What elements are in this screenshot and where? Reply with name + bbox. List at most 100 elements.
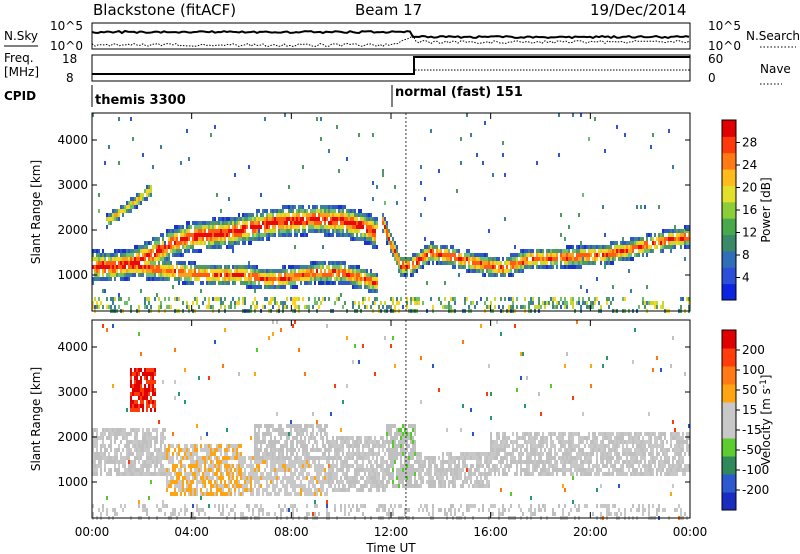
- power-cell: [144, 297, 146, 301]
- power-cell: [588, 257, 590, 261]
- velocity-cell: [226, 464, 228, 468]
- power-cell: [148, 269, 150, 273]
- power-cell: [348, 233, 350, 237]
- velocity-cell: [392, 480, 394, 484]
- velocity-cell: [144, 376, 146, 380]
- velocity-cell: [420, 356, 422, 360]
- velocity-cell: [230, 444, 232, 448]
- velocity-cell: [154, 368, 156, 372]
- velocity-cell: [316, 420, 318, 424]
- power-cell: [618, 257, 620, 261]
- power-cell: [230, 277, 232, 281]
- velocity-cell: [104, 444, 106, 448]
- velocity-cell: [418, 464, 420, 468]
- velocity-cell: [410, 436, 412, 440]
- power-cell: [318, 305, 320, 309]
- y-tick-label: 2000: [57, 223, 88, 237]
- power-cell: [260, 269, 262, 273]
- power-cell: [290, 217, 292, 221]
- velocity-cell: [146, 452, 148, 456]
- power-cell: [580, 265, 582, 269]
- power-cell: [562, 253, 564, 257]
- velocity-cell: [106, 436, 108, 440]
- velocity-cell: [218, 508, 220, 512]
- power-cell: [204, 221, 206, 225]
- power-cell: [440, 253, 442, 257]
- velocity-cell: [372, 472, 374, 476]
- power-cell: [386, 229, 388, 233]
- power-cell: [230, 269, 232, 273]
- power-cell: [170, 237, 172, 241]
- velocity-cell: [302, 452, 304, 456]
- power-cell: [528, 253, 530, 257]
- power-cell: [164, 257, 166, 261]
- power-cell: [228, 305, 230, 309]
- power-cell: [530, 249, 532, 253]
- power-cell: [612, 261, 614, 265]
- velocity-cell: [264, 460, 266, 464]
- power-cell: [92, 305, 94, 309]
- power-cell: [116, 265, 118, 269]
- power-cell: [682, 229, 684, 233]
- power-cell: [564, 237, 566, 241]
- power-cell: [284, 233, 286, 237]
- power-cell: [320, 225, 322, 229]
- power-cell: [604, 245, 606, 249]
- power-cell: [300, 205, 302, 209]
- power-cell: [342, 261, 344, 265]
- velocity-cell: [188, 448, 190, 452]
- velocity-cell: [344, 504, 346, 508]
- power-cell: [652, 133, 654, 137]
- velocity-cell: [408, 444, 410, 448]
- power-cell: [356, 265, 358, 269]
- velocity-cell: [278, 492, 280, 496]
- power-cell: [442, 305, 444, 309]
- power-cell: [434, 253, 436, 257]
- velocity-cell: [260, 424, 262, 428]
- power-cell: [370, 233, 372, 237]
- power-cell: [242, 297, 244, 301]
- power-cell: [536, 261, 538, 265]
- velocity-cell: [378, 452, 380, 456]
- power-cell: [454, 257, 456, 261]
- velocity-cell: [270, 444, 272, 448]
- velocity-cell: [284, 488, 286, 492]
- power-cell: [224, 217, 226, 221]
- velocity-cell: [314, 468, 316, 472]
- power-cell: [242, 229, 244, 233]
- power-cell: [284, 301, 286, 305]
- power-cell: [606, 253, 608, 257]
- velocity-cell: [280, 464, 282, 468]
- power-cell: [390, 245, 392, 249]
- power-cell: [134, 261, 136, 265]
- power-cell: [260, 193, 262, 197]
- power-cell: [608, 305, 610, 309]
- power-cell: [214, 277, 216, 281]
- velocity-cell: [212, 452, 214, 456]
- velocity-cell: [142, 440, 144, 444]
- velocity-cell: [396, 448, 398, 452]
- velocity-cell: [352, 440, 354, 444]
- velocity-cell: [148, 444, 150, 448]
- velocity-cell: [308, 512, 310, 516]
- velocity-cell: [394, 436, 396, 440]
- velocity-cell: [152, 392, 154, 396]
- power-cell: [622, 257, 624, 261]
- velocity-cell: [324, 480, 326, 484]
- velocity-cell: [174, 448, 176, 452]
- power-cell: [192, 301, 194, 305]
- power-cell: [312, 205, 314, 209]
- velocity-cell: [316, 444, 318, 448]
- power-cell: [186, 273, 188, 277]
- velocity-cell: [130, 404, 132, 408]
- velocity-cell: [322, 436, 324, 440]
- velocity-cell: [170, 456, 172, 460]
- power-cell: [476, 265, 478, 269]
- power-cell: [646, 301, 648, 305]
- power-cell: [524, 265, 526, 269]
- velocity-cell: [188, 464, 190, 468]
- velocity-cell: [348, 480, 350, 484]
- power-cell: [316, 261, 318, 265]
- power-cell: [512, 253, 514, 257]
- velocity-cell: [342, 452, 344, 456]
